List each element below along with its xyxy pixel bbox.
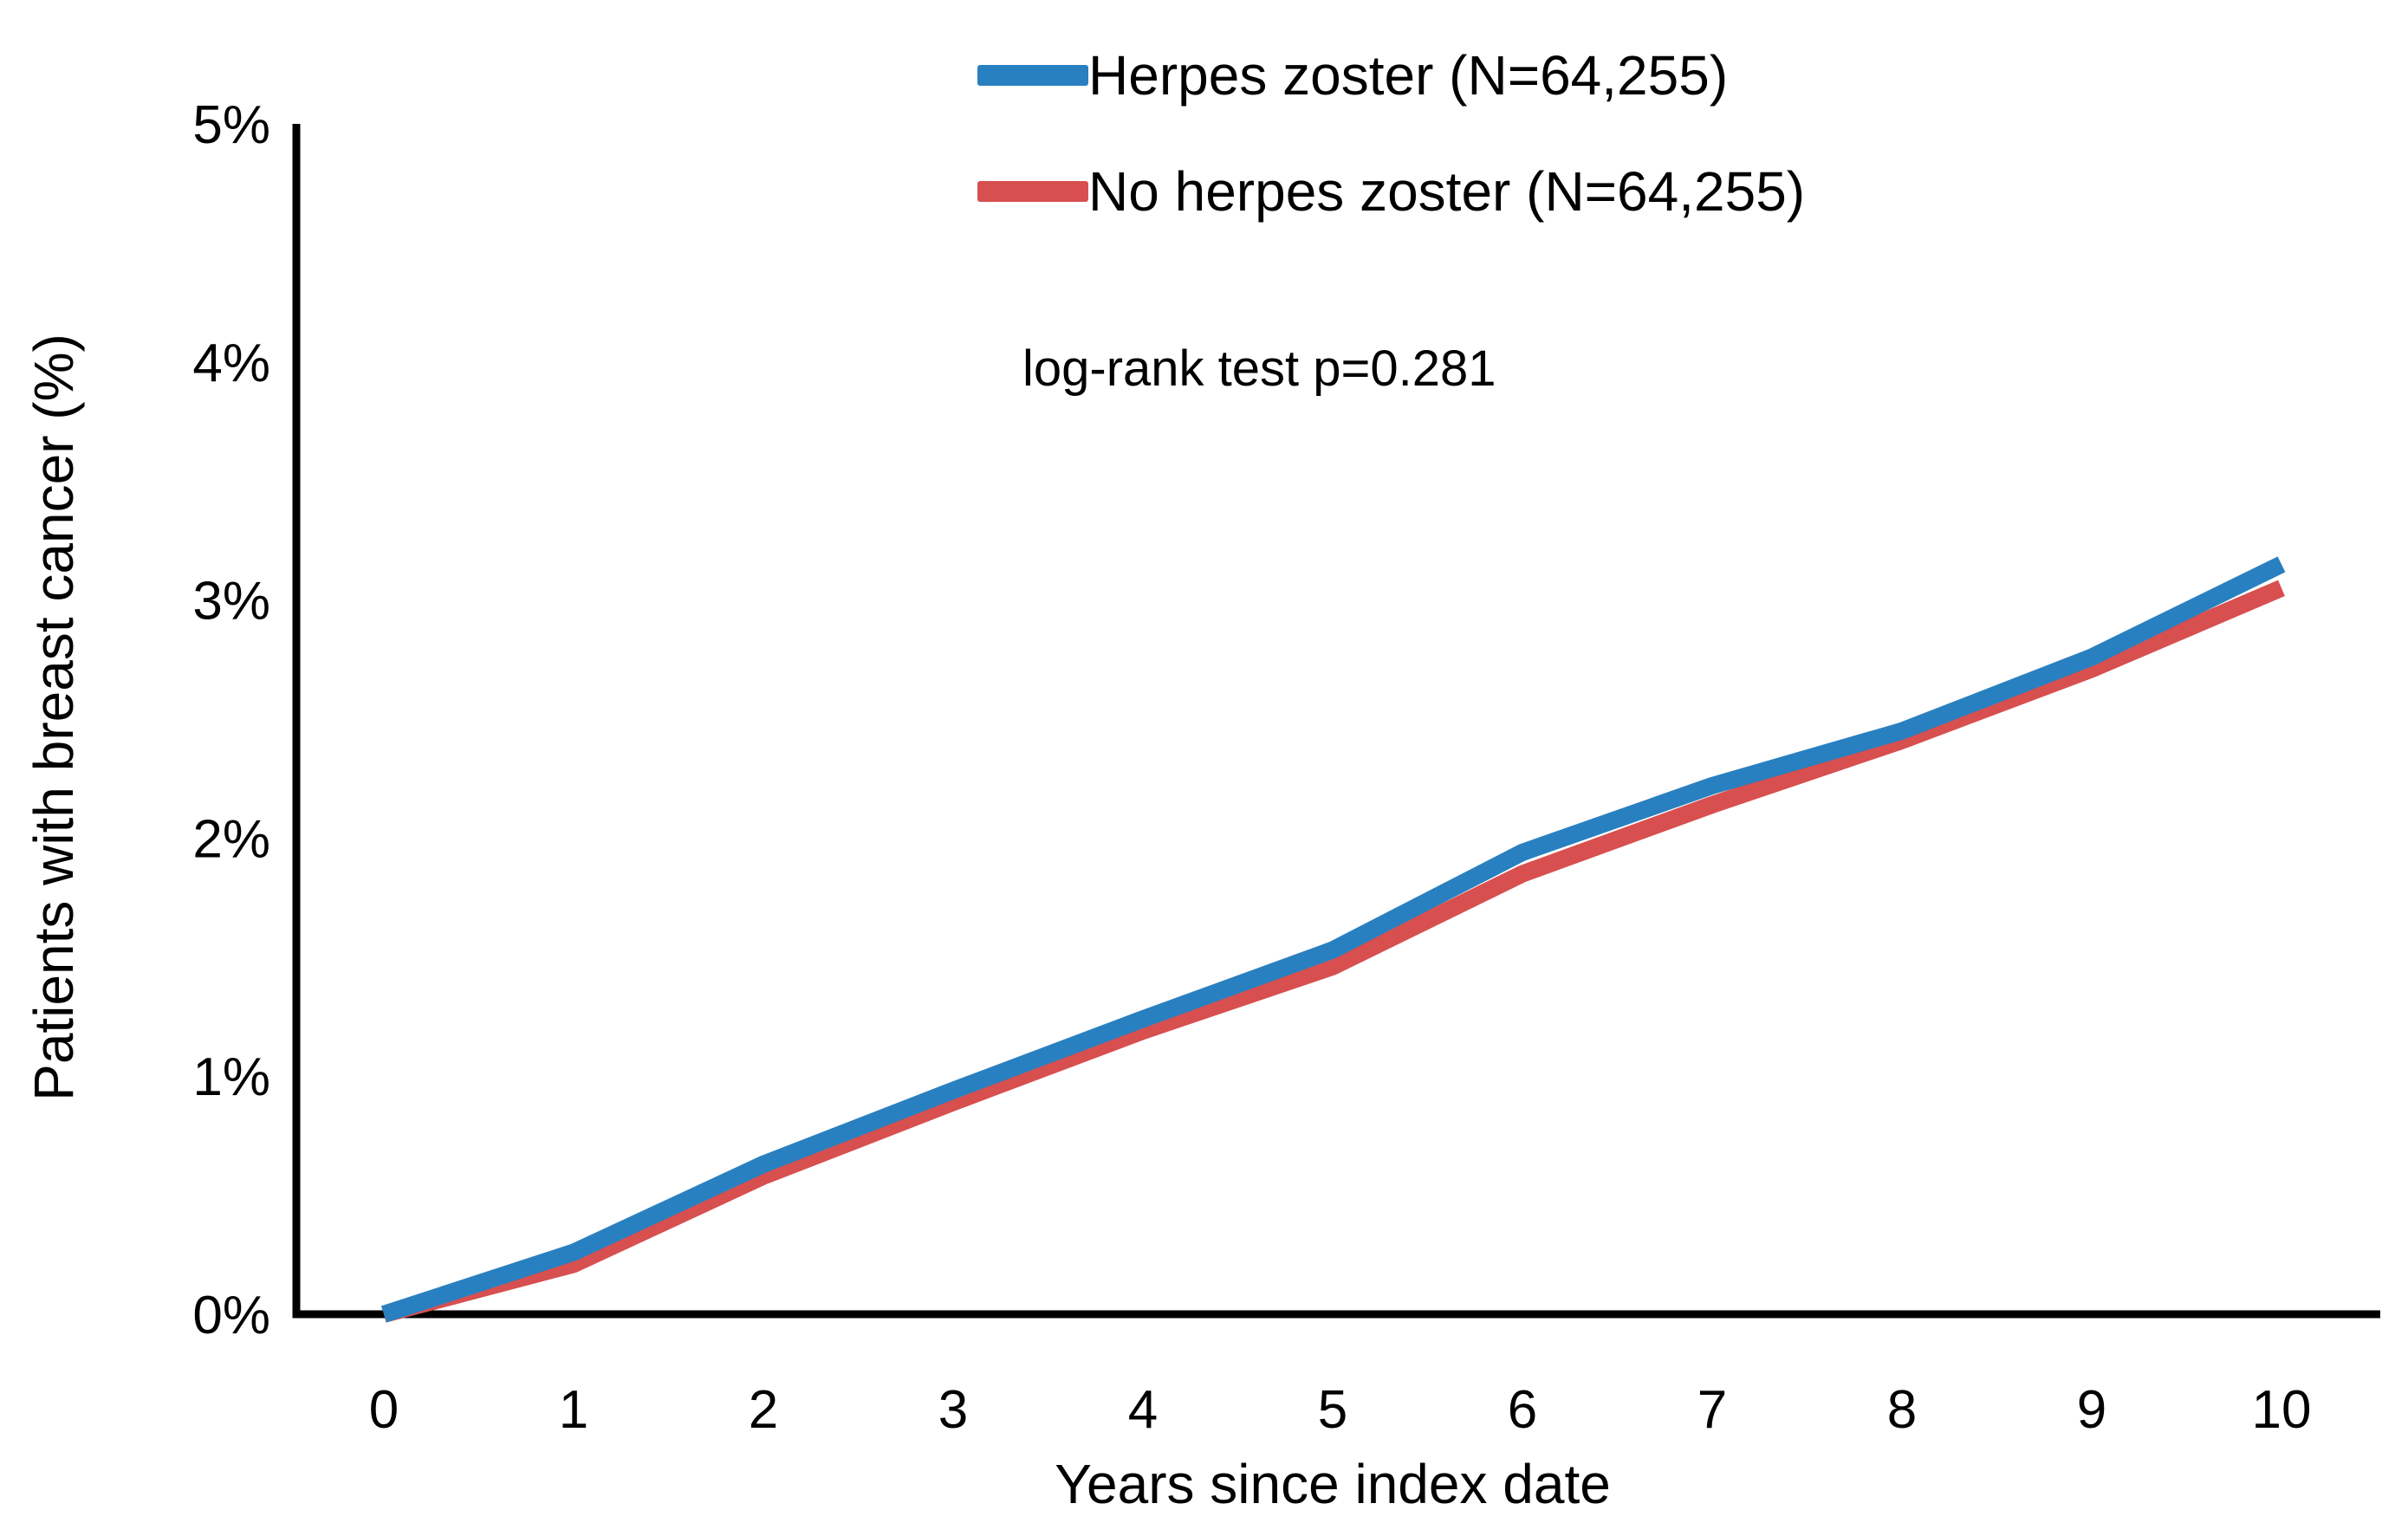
legend: Herpes zoster (N=64,255) No herpes zoste… bbox=[977, 36, 1805, 269]
legend-label: Herpes zoster (N=64,255) bbox=[1088, 44, 1729, 107]
legend-entry-herpes-zoster: Herpes zoster (N=64,255) bbox=[977, 36, 1805, 114]
series-line-no-herpes-zoster bbox=[381, 580, 2285, 1323]
x-tick-label: 3 bbox=[938, 1380, 968, 1440]
x-tick-label: 2 bbox=[749, 1380, 778, 1440]
legend-line-swatch-blue bbox=[977, 65, 1088, 86]
legend-label: No herpes zoster (N=64,255) bbox=[1088, 160, 1806, 223]
series-line-herpes-zoster bbox=[380, 556, 2286, 1323]
x-axis-title: Years since index date bbox=[1055, 1453, 1611, 1515]
log-rank-annotation: log-rank test p=0.281 bbox=[1022, 340, 1496, 397]
y-tick-label: 2% bbox=[192, 809, 270, 869]
x-tick-label: 1 bbox=[559, 1380, 588, 1440]
y-tick-label: 5% bbox=[192, 95, 270, 155]
x-tick-label: 10 bbox=[2252, 1380, 2312, 1440]
x-tick-label: 9 bbox=[2077, 1380, 2106, 1440]
legend-entry-no-herpes-zoster: No herpes zoster (N=64,255) bbox=[977, 152, 1805, 230]
y-tick-label: 0% bbox=[192, 1286, 270, 1345]
x-tick-label: 0 bbox=[369, 1380, 399, 1440]
x-tick-label: 4 bbox=[1128, 1380, 1158, 1440]
y-axis-title: Patients with breast cancer (%) bbox=[23, 334, 85, 1101]
axes bbox=[292, 124, 2380, 1319]
x-tick-label: 5 bbox=[1318, 1380, 1347, 1440]
y-tick-label: 1% bbox=[192, 1047, 270, 1107]
x-tick-label: 8 bbox=[1887, 1380, 1917, 1440]
x-tick-label: 6 bbox=[1508, 1380, 1537, 1440]
legend-line-swatch-red bbox=[977, 181, 1088, 202]
y-tick-label: 4% bbox=[192, 334, 270, 393]
x-tick-label: 7 bbox=[1697, 1380, 1727, 1440]
y-tick-label: 3% bbox=[192, 572, 270, 632]
